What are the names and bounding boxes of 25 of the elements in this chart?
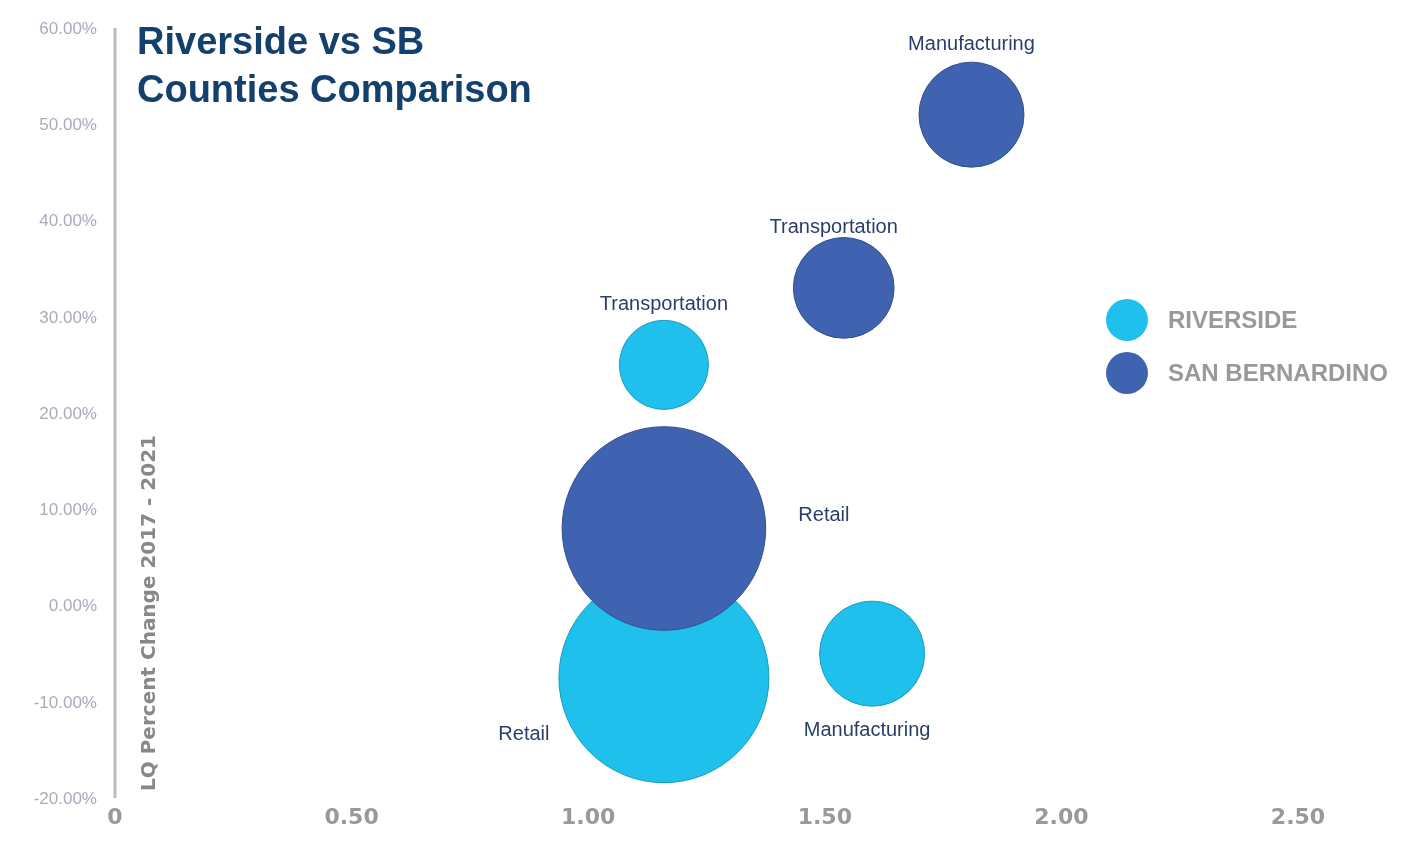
annotation: Manufacturing [803, 717, 931, 740]
y-tick-label: 60.00% [39, 18, 97, 38]
x-tick-label: 0.50 [324, 803, 379, 829]
x-tick-label: 2.50 [1270, 803, 1326, 829]
annotation: Retail [498, 721, 550, 744]
annotation: Manufacturing [908, 31, 1035, 54]
x-tick-label: 1.50 [797, 803, 852, 829]
y-tick-label: 20.00% [39, 403, 97, 423]
y-tick-label: 0.00% [48, 596, 97, 616]
y-tick-label: 40.00% [39, 211, 97, 231]
y-tick-label: 50.00% [39, 115, 97, 135]
annotation: Transportation [769, 214, 898, 237]
y-tick-label: -10.00% [33, 692, 97, 712]
y-tick-label: -20.00% [33, 788, 97, 808]
annotation: Retail [798, 502, 850, 525]
y-tick-label: 30.00% [39, 307, 97, 327]
y-tick-label: 10.00% [39, 500, 97, 520]
annotation: Transportation [599, 291, 729, 314]
y-axis-title: LQ Percent Change 2017 - 2021 [136, 434, 160, 792]
x-tick-label: 2.00 [1034, 803, 1089, 829]
legend-label: RIVERSIDE [1168, 306, 1298, 334]
x-tick-label: 0 [107, 803, 123, 829]
legend-label: SAN BERNARDINO [1168, 359, 1389, 387]
chart-title: Riverside vs SB Counties Comparison [137, 20, 532, 110]
x-tick-label: 1.00 [561, 803, 616, 829]
